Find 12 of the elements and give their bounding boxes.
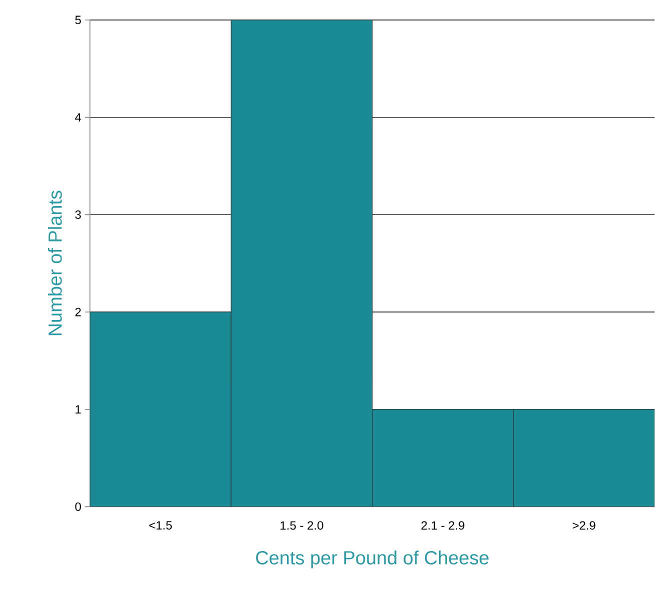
y-tick-label: 3 xyxy=(75,210,81,220)
y-tick-label: 5 xyxy=(75,16,81,24)
y-tick-label: 4 xyxy=(75,113,82,122)
x-tick-label: 1.5 - 2.0 xyxy=(280,521,324,530)
y-tick-label: 1 xyxy=(76,405,81,414)
x-tick-label: >2.9 xyxy=(572,521,596,530)
y-tick-label: 2 xyxy=(75,308,81,316)
x-tick-label: <1.5 xyxy=(149,521,172,530)
x-tick-label: 2.1 - 2.9 xyxy=(421,521,464,530)
x-axis-title: Cents per Pound of Cheese xyxy=(256,550,489,568)
y-tick-label: 0 xyxy=(75,502,81,512)
y-axis-title: Number of Plants xyxy=(48,190,62,336)
